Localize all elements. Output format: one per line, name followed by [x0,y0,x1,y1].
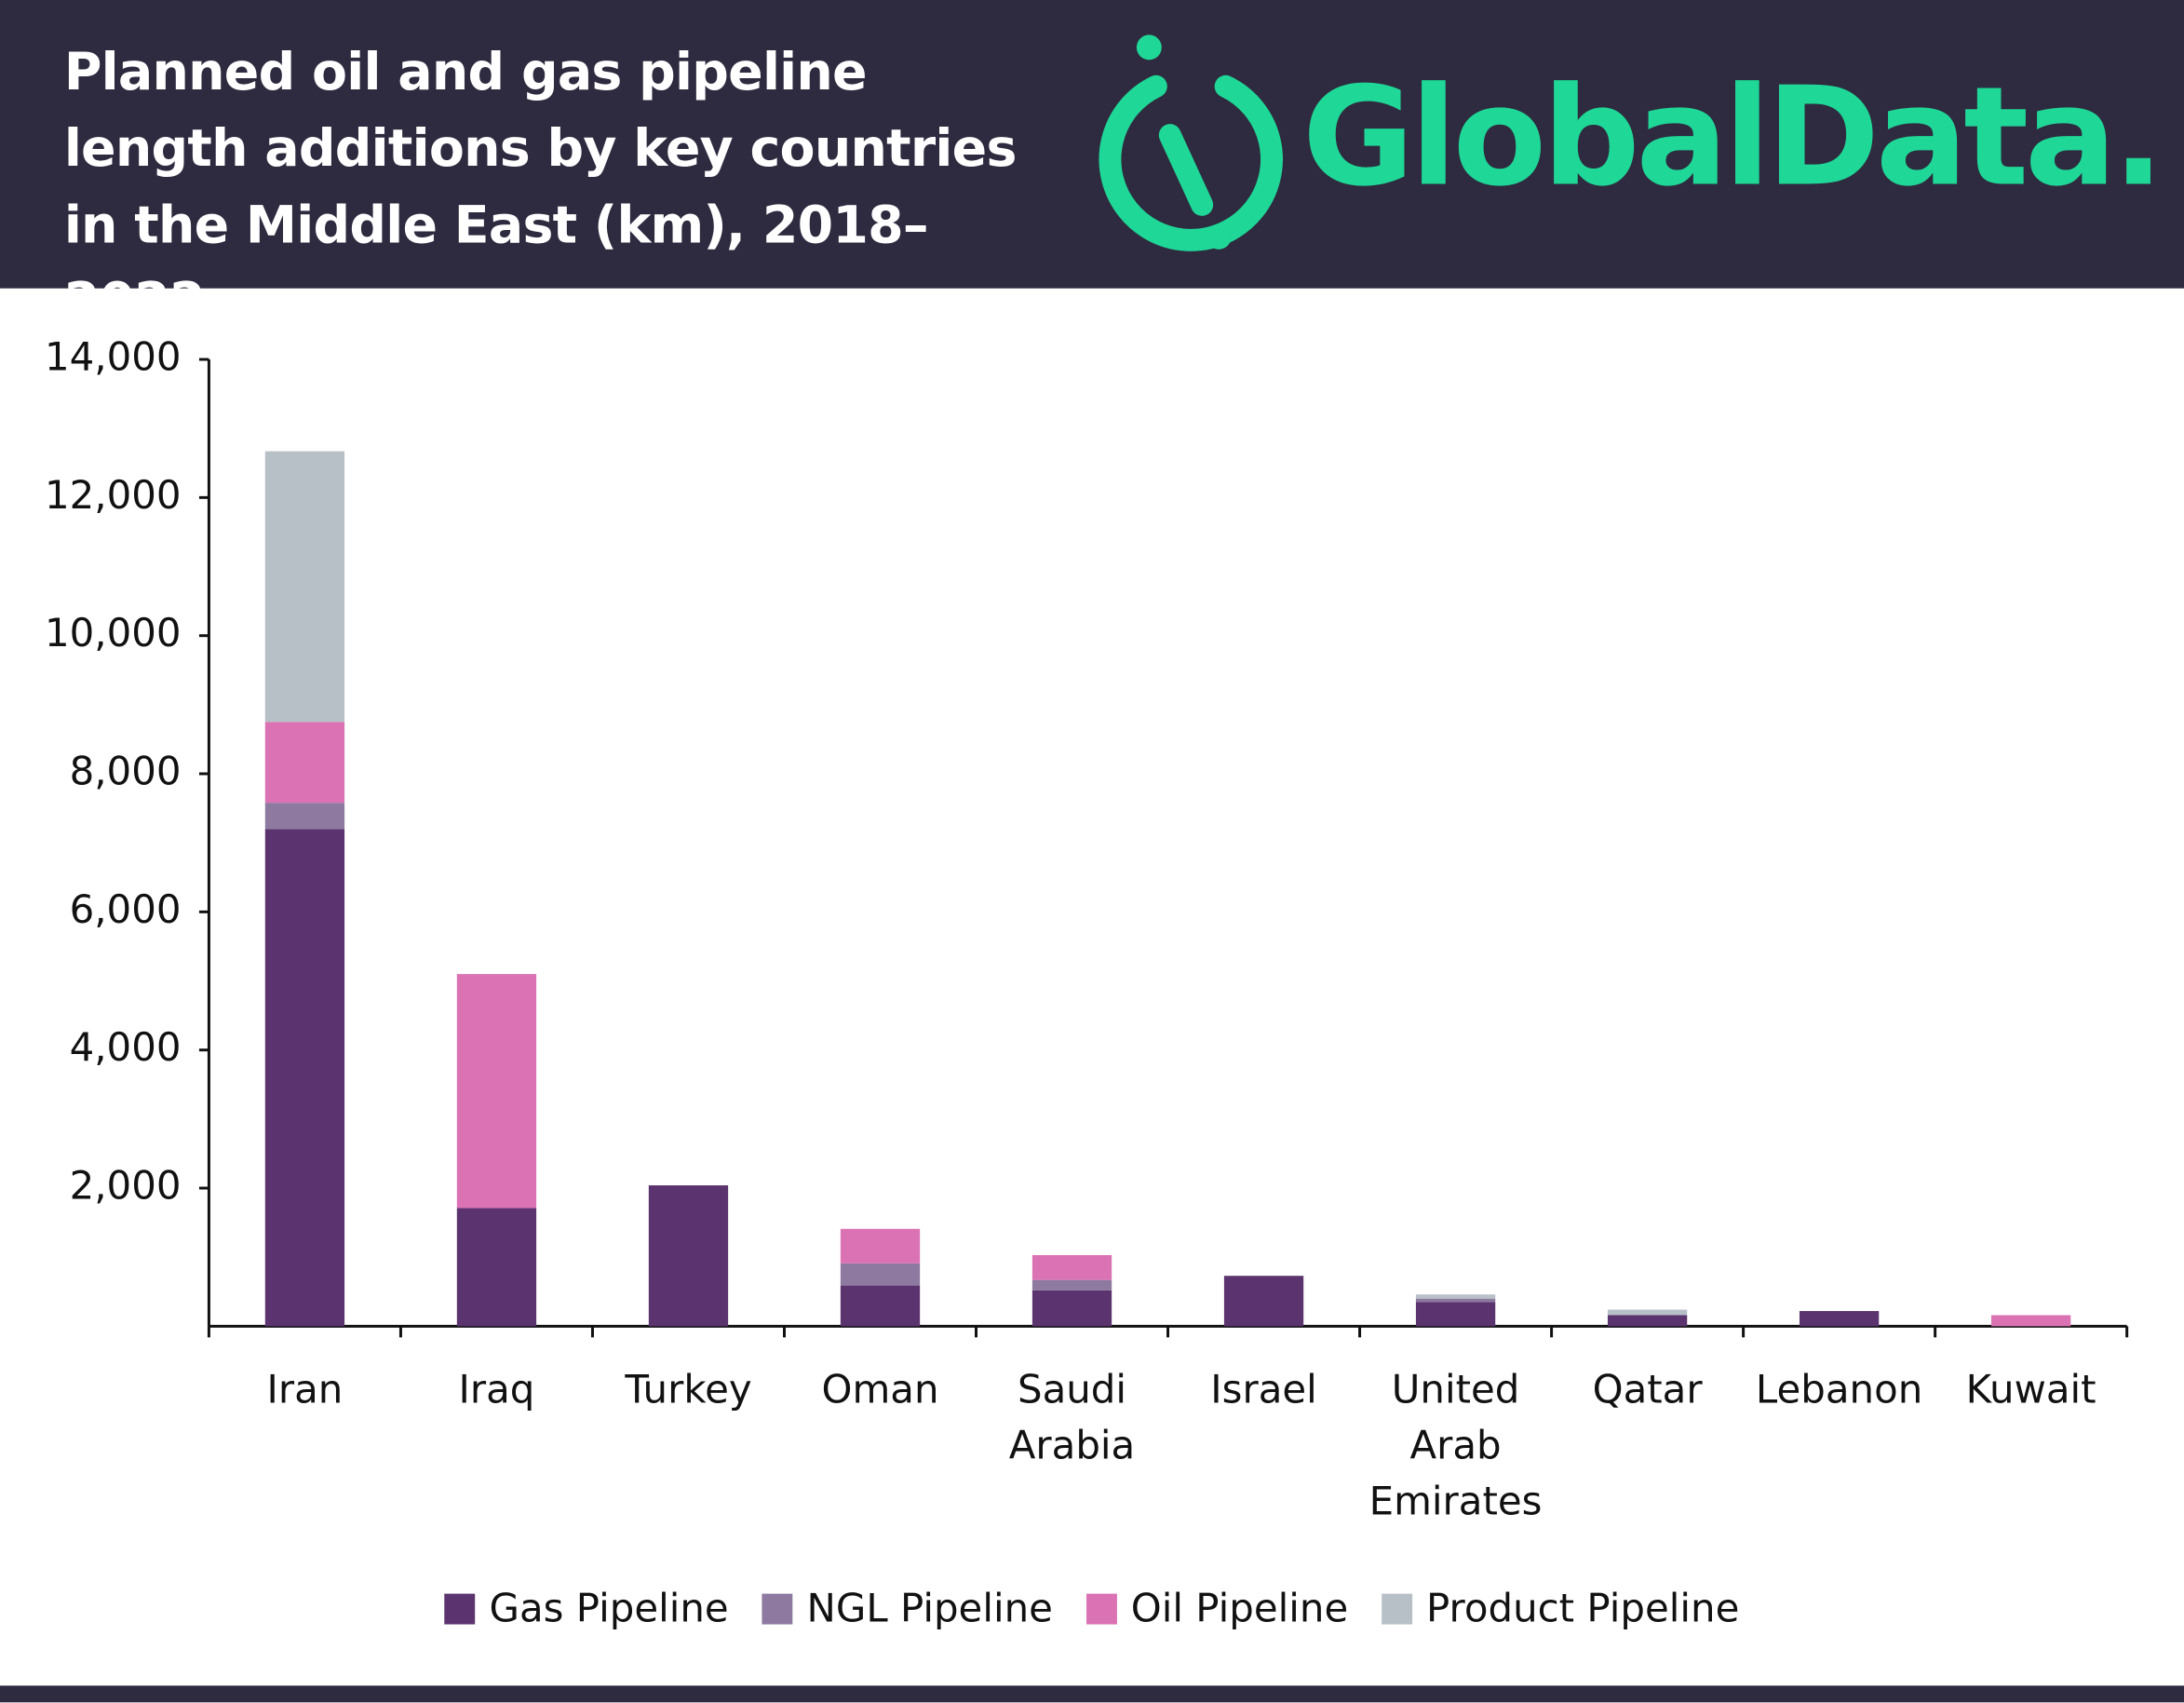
x-tick-label: Qatar [1592,1366,1703,1413]
legend-item: Oil Pipeline [1085,1585,1349,1632]
legend-label: Product Pipeline [1426,1585,1740,1632]
bar-segment [456,974,537,1209]
y-tick-label: 6,000 [70,886,182,932]
bar-segment [840,1285,921,1327]
x-tick-label: Saudi Arabia [1008,1366,1136,1468]
x-tick-label: Israel [1210,1366,1317,1413]
legend-swatch [1085,1592,1117,1624]
y-tick-label: 2,000 [70,1163,182,1209]
bar-segment [456,1208,537,1327]
bar-segment [648,1185,729,1327]
bar-segment [1415,1298,1496,1303]
y-tick-label: 14,000 [45,334,182,380]
bar-segment [1415,1302,1496,1327]
legend-label: Oil Pipeline [1130,1585,1349,1632]
legend-item: NGL Pipeline [762,1586,1053,1631]
legend-item: Gas Pipeline [444,1585,729,1632]
x-tick-label: Oman [821,1366,939,1413]
legend-swatch [444,1592,476,1624]
logo-icon [1099,34,1283,251]
logo: GlobalData. [1301,58,2164,218]
bar-segment [1415,1294,1496,1299]
x-tick-label: Turkey [625,1366,752,1413]
bar-segment [264,722,345,804]
footer-bar [0,1685,2184,1703]
legend-swatch [762,1592,793,1624]
y-tick-label: 12,000 [45,472,182,518]
x-tick-label: Kuwait [1965,1366,2096,1413]
x-tick-label: Iraq [458,1366,535,1413]
x-tick-label: Lebanon [1755,1366,1923,1413]
chart-title: Planned oil and gas pipeline length addi… [63,41,1018,332]
bar-segment [1031,1254,1112,1280]
bar-segment [1990,1315,2071,1327]
legend-label: NGL Pipeline [806,1585,1053,1632]
bar-segment [264,803,345,830]
bar-segment [1223,1276,1304,1327]
y-tick-label: 4,000 [70,1024,182,1070]
y-tick-label: 8,000 [70,749,182,794]
legend-item: Product Pipeline [1382,1586,1739,1631]
bar-segment [1607,1315,1688,1327]
bar-segment [1031,1290,1112,1327]
bar-segment [1607,1309,1688,1316]
bar-segment [840,1228,921,1264]
header: Planned oil and gas pipeline length addi… [0,0,2184,331]
bar-segment [840,1263,921,1286]
bar-segment [264,451,345,723]
bar-segment [264,829,345,1327]
legend: Gas Pipeline NGL Pipeline Oil Pipeline Prod… [0,1586,2184,1631]
x-tick-label: United Arab Emirates [1368,1366,1543,1524]
legend-label: Gas Pipeline [489,1585,729,1632]
bar-segment [1799,1311,1880,1327]
bar-segment [1031,1279,1112,1291]
legend-swatch [1382,1592,1413,1624]
y-tick-label: 10,000 [45,610,182,656]
x-tick-label: Iran [266,1366,344,1413]
